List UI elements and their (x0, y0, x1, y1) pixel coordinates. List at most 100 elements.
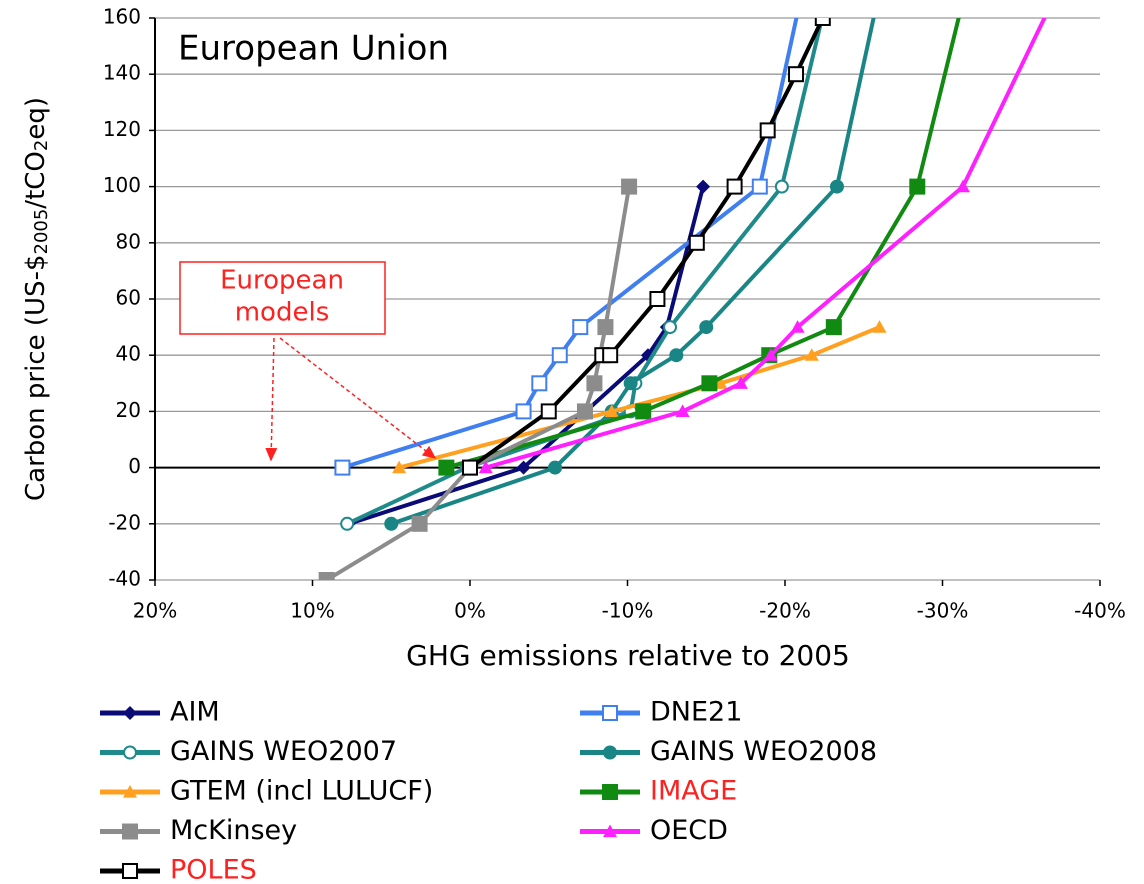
y-tick-label: 20 (116, 398, 141, 422)
marker (478, 460, 493, 474)
series-line (485, 18, 1047, 470)
marker (603, 745, 617, 760)
marker (763, 348, 778, 361)
y-tick-label: 100 (103, 173, 141, 197)
legend-label: GTEM (incl LULUCF) (170, 776, 433, 807)
legend-label: OECD (650, 815, 728, 846)
marker (438, 459, 455, 476)
x-tick-label: 0% (454, 599, 486, 623)
y-tick-label: 60 (116, 286, 141, 310)
marker (774, 179, 789, 194)
plot-area (318, 18, 1047, 580)
marker (540, 403, 557, 420)
x-tick-label: 10% (290, 599, 334, 623)
annotation: European (220, 266, 344, 296)
marker (788, 66, 805, 83)
legend: AIM DNE21 GAINS WEO2007 GAINS WEO2008 GTEM (… (100, 697, 877, 884)
marker (597, 319, 614, 336)
marker (829, 179, 844, 194)
x-tick-label: 20% (133, 599, 177, 623)
y-tick-label: 160 (103, 5, 141, 29)
marker (804, 348, 819, 361)
series-line (341, 18, 799, 470)
marker (515, 403, 532, 420)
marker (635, 403, 652, 420)
marker (602, 347, 619, 364)
marker (699, 320, 714, 335)
marker (586, 375, 603, 392)
marker (122, 863, 138, 879)
grid: -40 -20 0 20 40 60 80 100 120 140 160 20% 10% 0% -10% -… (103, 5, 1126, 623)
series-line (468, 18, 825, 470)
marker (602, 705, 618, 721)
marker (621, 178, 638, 195)
marker (955, 179, 970, 193)
marker (733, 376, 748, 389)
legend-label: AIM (170, 697, 220, 728)
y-tick-label: 80 (116, 229, 141, 253)
marker (334, 459, 351, 476)
series-line (398, 325, 881, 470)
marker (551, 347, 568, 364)
x-tick-label: -20% (759, 599, 811, 623)
marker (392, 460, 407, 474)
marker (411, 515, 428, 532)
marker (548, 460, 563, 475)
marker (340, 516, 355, 531)
marker (790, 320, 805, 333)
marker (572, 319, 589, 336)
y-tick-label: -20 (108, 510, 141, 534)
marker (649, 291, 666, 307)
marker (531, 375, 548, 392)
annotation-arrow (279, 337, 437, 459)
y-tick-label: 120 (103, 117, 141, 141)
annotation-arrow (265, 337, 278, 462)
marker (384, 516, 399, 531)
legend-label: IMAGE (650, 776, 737, 807)
marker (604, 404, 619, 417)
x-tick-label: -40% (1074, 599, 1126, 623)
marker (759, 122, 776, 139)
y-axis-label: Carbon price (US-$2005/tCO2eq) (21, 97, 53, 501)
marker (123, 785, 137, 798)
marker (751, 178, 768, 195)
series-line (325, 186, 632, 580)
marker (663, 320, 678, 335)
marker (516, 460, 531, 475)
legend-label: McKinsey (170, 815, 297, 846)
marker (814, 18, 831, 26)
series-line (390, 18, 876, 526)
marker (462, 459, 478, 476)
legend-label: GAINS WEO2007 (170, 736, 397, 767)
marker (123, 706, 137, 720)
chart-title: European Union (178, 29, 449, 69)
marker (123, 745, 137, 760)
y-tick-label: 140 (103, 61, 141, 85)
marker (576, 403, 593, 420)
x-axis-label: GHG emissions relative to 2005 (406, 639, 850, 672)
y-tick-label: 40 (116, 342, 141, 366)
y-tick-label: 0 (128, 454, 141, 478)
marker (122, 823, 138, 840)
legend-label: DNE21 (650, 697, 742, 728)
marker (669, 348, 684, 363)
x-tick-label: -10% (602, 599, 654, 623)
y-tick-label: -40 (108, 567, 141, 591)
marker (688, 234, 705, 251)
marker (872, 320, 887, 333)
marker (825, 319, 842, 336)
marker (318, 572, 335, 580)
x-tick-label: -30% (917, 599, 969, 623)
annotation-box (179, 261, 386, 335)
legend-label: GAINS WEO2008 (650, 736, 877, 767)
marker (675, 404, 690, 417)
marker (701, 375, 718, 392)
annotation: models (235, 298, 330, 328)
marker (726, 178, 743, 195)
marker (623, 376, 638, 391)
marker (696, 179, 711, 194)
marker (603, 824, 617, 838)
marker (909, 178, 926, 195)
marker (602, 784, 618, 800)
